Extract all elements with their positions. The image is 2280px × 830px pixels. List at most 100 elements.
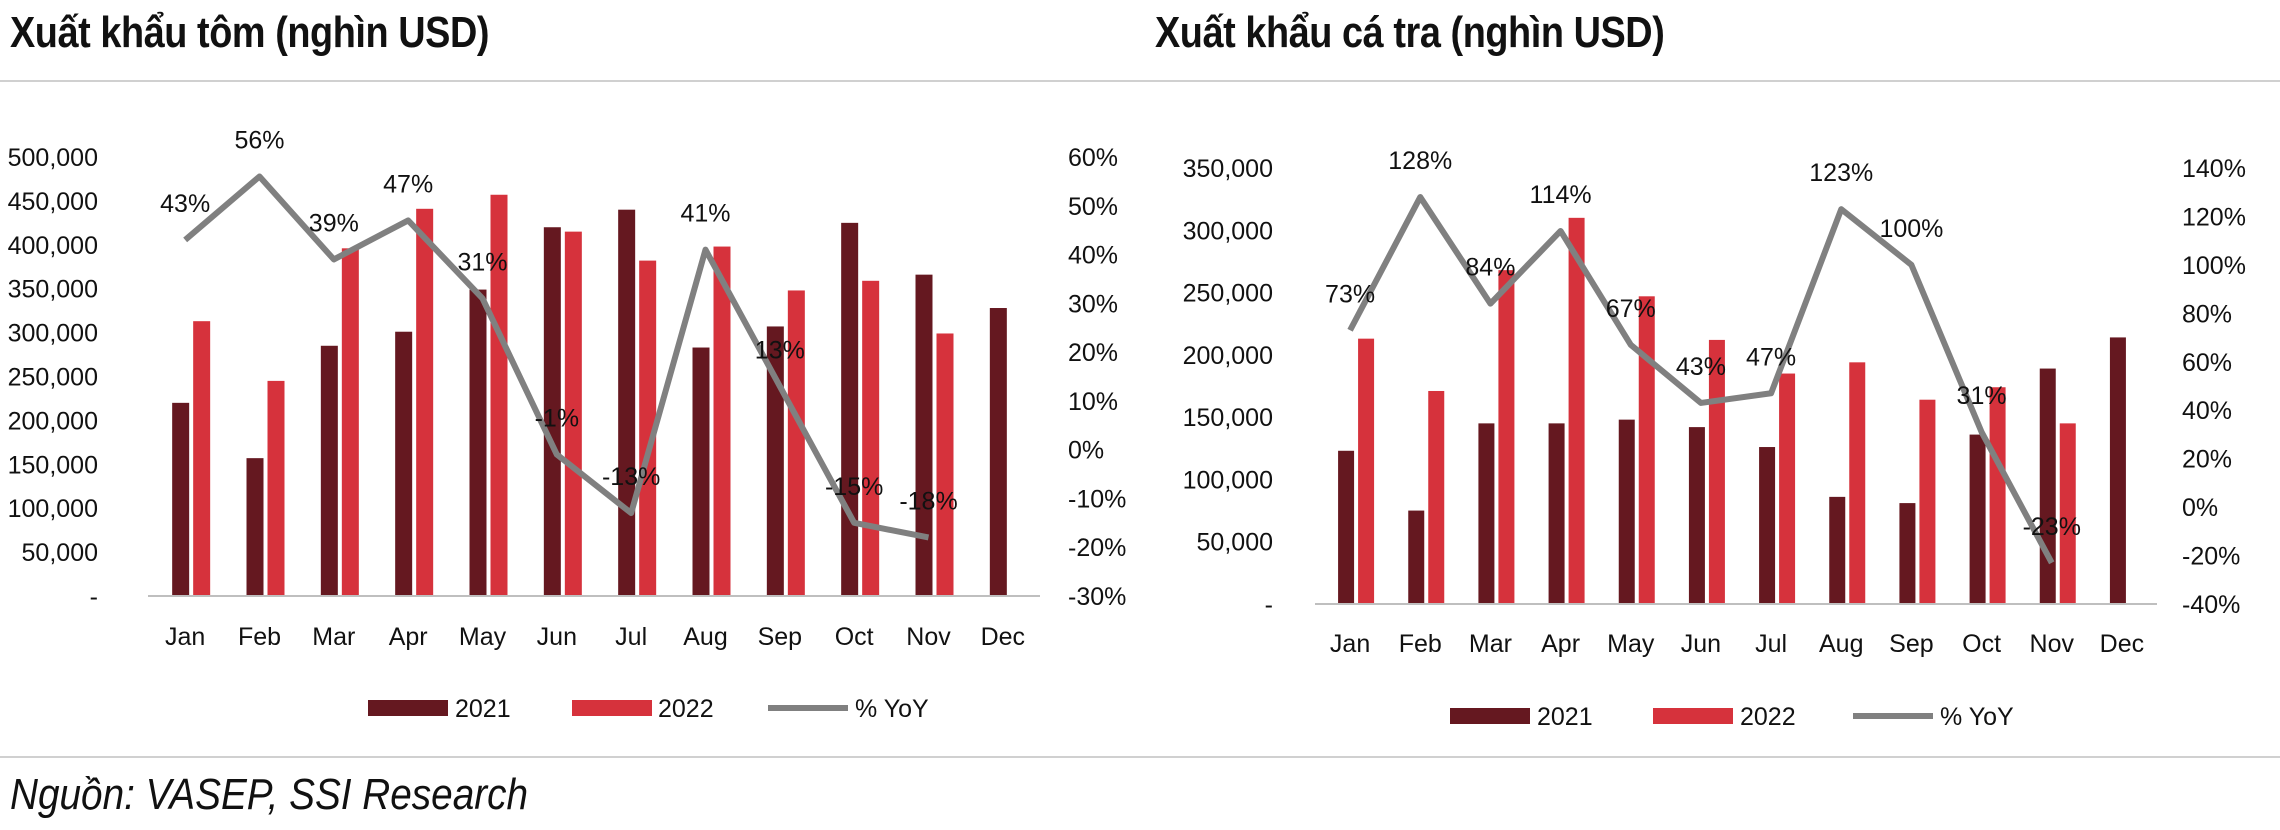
x-tick-label: Jun bbox=[537, 623, 577, 651]
x-tick-label: Sep bbox=[1889, 630, 1933, 658]
x-tick-label: Sep bbox=[758, 623, 802, 651]
yoy-data-label: 73% bbox=[1325, 280, 1375, 308]
y2-tick-label: -20% bbox=[1068, 534, 1126, 562]
x-tick-label: Mar bbox=[1469, 630, 1512, 658]
legend-swatch-2021 bbox=[1450, 708, 1530, 724]
bar-2022-sep bbox=[787, 290, 805, 596]
x-tick-label: Jul bbox=[615, 623, 647, 651]
yoy-line bbox=[183, 173, 930, 541]
x-tick-label: Nov bbox=[906, 623, 951, 651]
bar-2022-may bbox=[1638, 296, 1655, 604]
x-tick-label: May bbox=[1607, 630, 1655, 658]
yoy-data-label: -13% bbox=[602, 463, 660, 491]
bar-2022-oct bbox=[862, 280, 880, 596]
yoy-data-label: 47% bbox=[1746, 343, 1796, 371]
bar-2021-aug bbox=[1829, 496, 1846, 604]
yoy-data-label: 100% bbox=[1879, 215, 1943, 243]
yoy-data-label: 13% bbox=[755, 336, 805, 364]
y2-tick-label: -30% bbox=[1068, 583, 1126, 611]
y2-tick-label: 120% bbox=[2182, 203, 2246, 231]
x-tick-label: Apr bbox=[389, 623, 428, 651]
bar-2021-aug bbox=[692, 347, 710, 596]
yoy-data-label: 31% bbox=[1957, 382, 2007, 410]
x-tick-label: Feb bbox=[1399, 630, 1442, 658]
bar-2022-may bbox=[490, 194, 508, 596]
bar-2021-sep bbox=[766, 326, 784, 596]
legend-label: 2022 bbox=[658, 695, 714, 723]
y-tick-label: 350,000 bbox=[1183, 155, 1273, 183]
y-tick-label: 100,000 bbox=[1183, 466, 1273, 494]
bar-2022-sep bbox=[1919, 399, 1936, 604]
y-tick-label: 250,000 bbox=[1183, 280, 1273, 308]
bar-2021-may bbox=[469, 289, 487, 596]
source-note: Nguồn: VASEP, SSI Research bbox=[10, 770, 529, 819]
y2-tick-label: 40% bbox=[2182, 397, 2232, 425]
yoy-data-label: 41% bbox=[680, 200, 730, 228]
yoy-data-label: 67% bbox=[1606, 295, 1656, 323]
bar-2022-feb bbox=[267, 380, 285, 596]
chart-title-pangasius: Xuất khẩu cá tra (nghìn USD) bbox=[1155, 8, 1665, 57]
bar-2021-oct bbox=[1969, 434, 1986, 604]
bar-2022-nov bbox=[936, 333, 954, 596]
bar-2021-jun bbox=[1688, 427, 1705, 604]
legend-swatch-2021 bbox=[368, 700, 448, 716]
x-tick-label: Aug bbox=[1819, 630, 1863, 658]
y2-tick-label: 40% bbox=[1068, 242, 1118, 270]
y-tick-label: 300,000 bbox=[8, 320, 98, 348]
x-tick-label: Jan bbox=[1330, 630, 1370, 658]
title-divider bbox=[0, 80, 2280, 82]
bar-2021-feb bbox=[246, 458, 264, 596]
bar-2021-dec bbox=[989, 308, 1007, 596]
y-tick-label: 100,000 bbox=[8, 495, 98, 523]
bar-2021-oct bbox=[841, 222, 859, 596]
x-tick-label: Oct bbox=[1962, 630, 2001, 658]
bar-2022-apr bbox=[1568, 217, 1585, 605]
bar-2022-jul bbox=[639, 260, 657, 596]
source-divider bbox=[0, 756, 2280, 758]
y2-tick-label: 140% bbox=[2182, 155, 2246, 183]
x-tick-label: Dec bbox=[981, 623, 1025, 651]
bar-2021-dec bbox=[2109, 337, 2126, 604]
x-tick-label: May bbox=[459, 623, 507, 651]
y-tick-label: 150,000 bbox=[8, 451, 98, 479]
y2-tick-label: 20% bbox=[2182, 446, 2232, 474]
y2-tick-label: 0% bbox=[1068, 437, 1104, 465]
yoy-data-label: -23% bbox=[2023, 513, 2081, 541]
yoy-data-label: 123% bbox=[1809, 159, 1873, 187]
bar-2021-feb bbox=[1408, 510, 1425, 604]
bar-2022-oct bbox=[1989, 387, 2006, 604]
bar-2021-mar bbox=[320, 345, 338, 596]
yoy-data-label: 47% bbox=[383, 170, 433, 198]
legend-label: % YoY bbox=[855, 695, 929, 723]
y2-tick-label: 20% bbox=[1068, 339, 1118, 367]
y2-tick-label: 60% bbox=[2182, 349, 2232, 377]
bar-2022-apr bbox=[416, 208, 434, 596]
yoy-data-label: 128% bbox=[1388, 147, 1452, 175]
y-tick-label: 350,000 bbox=[8, 276, 98, 304]
chart-title-shrimp: Xuất khẩu tôm (nghìn USD) bbox=[10, 8, 490, 57]
yoy-data-label: 114% bbox=[1530, 181, 1592, 209]
y-tick-label: 150,000 bbox=[1183, 404, 1273, 432]
yoy-data-label: 43% bbox=[1676, 353, 1726, 381]
bar-2022-jan bbox=[1358, 338, 1375, 604]
legend-swatch-2022 bbox=[572, 700, 652, 716]
y2-tick-label: -10% bbox=[1068, 485, 1126, 513]
bar-2021-jul bbox=[1759, 447, 1776, 604]
y-tick-label: 200,000 bbox=[1183, 342, 1273, 370]
yoy-data-label: 31% bbox=[457, 248, 507, 276]
yoy-data-label: 84% bbox=[1465, 254, 1515, 282]
bar-2021-nov bbox=[2039, 368, 2056, 604]
x-tick-label: Apr bbox=[1541, 630, 1580, 658]
yoy-data-label: 43% bbox=[160, 190, 210, 218]
legend-label: % YoY bbox=[1940, 703, 2014, 731]
bar-2022-jun bbox=[564, 231, 582, 596]
charts-canvas: - 50,000 100,000 150,000 200,000 250,000 300,0… bbox=[8, 127, 2246, 731]
yoy-data-label: -18% bbox=[899, 487, 957, 515]
yoy-data-label: -15% bbox=[825, 473, 883, 501]
y-tick-label: 300,000 bbox=[1183, 217, 1273, 245]
bar-2021-nov bbox=[915, 274, 933, 596]
yoy-data-label: 39% bbox=[309, 209, 359, 237]
bar-2022-aug bbox=[1849, 362, 1866, 604]
y-tick-label: 50,000 bbox=[1197, 529, 1273, 557]
bar-2021-jan bbox=[1338, 450, 1355, 604]
